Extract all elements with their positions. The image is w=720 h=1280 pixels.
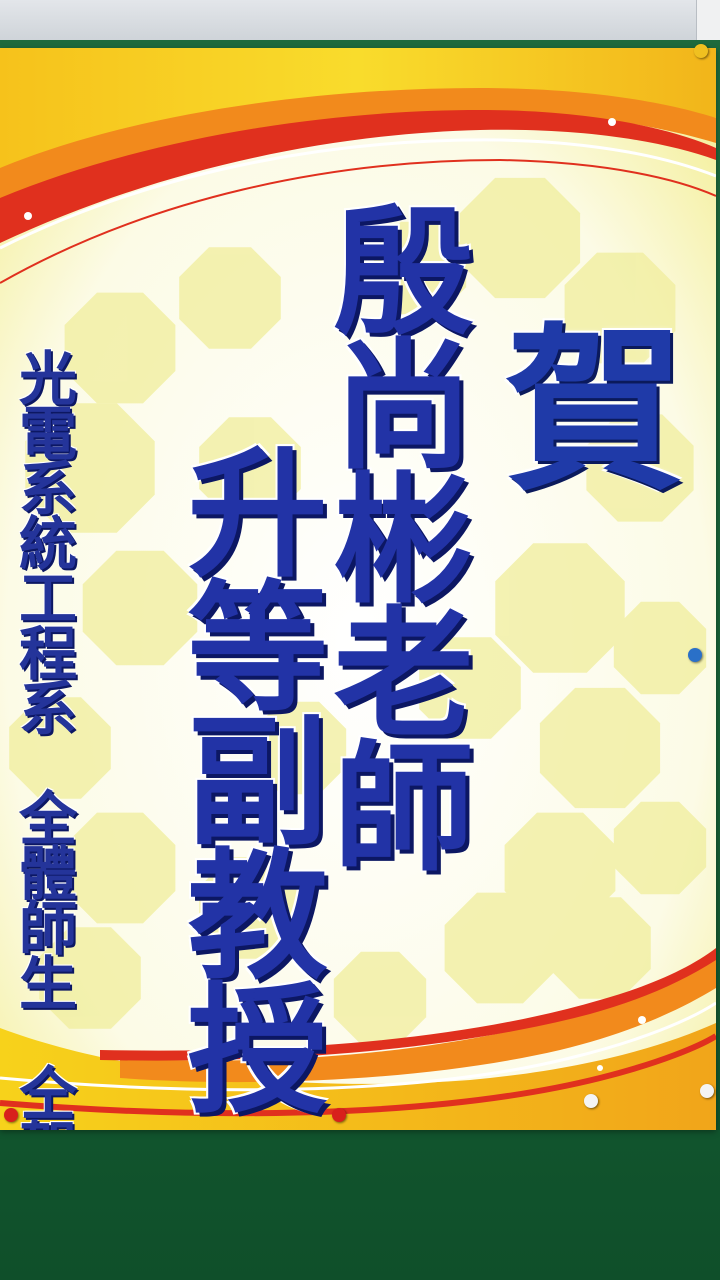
pin-top-right: [694, 44, 708, 58]
poster-artwork: [0, 48, 716, 1130]
hexagon-pattern: [9, 177, 707, 1045]
department-signature-line: 光電系統工程系 全體師生 仝賀: [9, 348, 77, 1130]
hexagon-shape: [504, 812, 616, 924]
teacher-name-line: 殷尚彬老師: [309, 198, 473, 868]
promotion-line: 升等副教授: [163, 440, 327, 1110]
pin-bottom-corner-white: [700, 1084, 714, 1098]
hexagon-shape: [25, 403, 155, 533]
bottom-red-swoosh: [100, 948, 716, 1061]
hexagon-shape: [253, 701, 347, 795]
wall-door-edge: [696, 0, 720, 40]
pin-bottom-mid-red: [332, 1108, 346, 1122]
bottom-orange-swoosh: [120, 953, 716, 1083]
pin-right-blue: [688, 648, 702, 662]
hexagon-shape: [39, 927, 141, 1029]
congratulation-poster: 賀 殷尚彬老師 升等副教授 光電系統工程系 全體師生 仝賀: [0, 48, 716, 1130]
bottom-white-line: [0, 1001, 716, 1092]
top-thin-red-line: [0, 158, 716, 284]
hexagon-shape: [444, 892, 556, 1004]
hexagon-shape: [539, 687, 661, 809]
hexagon-shape: [549, 897, 651, 999]
hexagon-shape: [613, 601, 707, 695]
hexagon-shape: [459, 177, 581, 299]
hexagon-shape: [613, 801, 707, 895]
hexagon-shape: [9, 697, 111, 799]
pin-bottom-right-white: [584, 1094, 598, 1108]
top-yellow-band: [0, 48, 716, 198]
pin-bottom-left-red: [4, 1108, 18, 1122]
hexagon-shape: [373, 221, 467, 315]
hexagon-shape: [199, 417, 301, 519]
top-orange-swoosh: [0, 88, 716, 223]
bottom-red-line: [0, 1033, 716, 1117]
hexagon-shape: [179, 247, 281, 349]
top-white-line: [0, 138, 716, 250]
hexagon-shape: [586, 414, 694, 522]
heading-character: 賀: [476, 316, 683, 494]
top-red-swoosh: [0, 110, 716, 243]
hexagon-shape: [199, 857, 301, 959]
bottom-yellow-band: [0, 1023, 716, 1130]
hexagon-shape: [564, 252, 676, 364]
hexagon-shape: [64, 292, 176, 404]
hexagon-shape: [64, 812, 176, 924]
sparkles: [24, 118, 646, 1071]
hexagon-shape: [419, 637, 521, 739]
hexagon-shape: [333, 951, 427, 1045]
hexagon-shape: [82, 550, 198, 666]
hexagon-shape: [495, 543, 625, 673]
wall-strip: [0, 0, 720, 40]
